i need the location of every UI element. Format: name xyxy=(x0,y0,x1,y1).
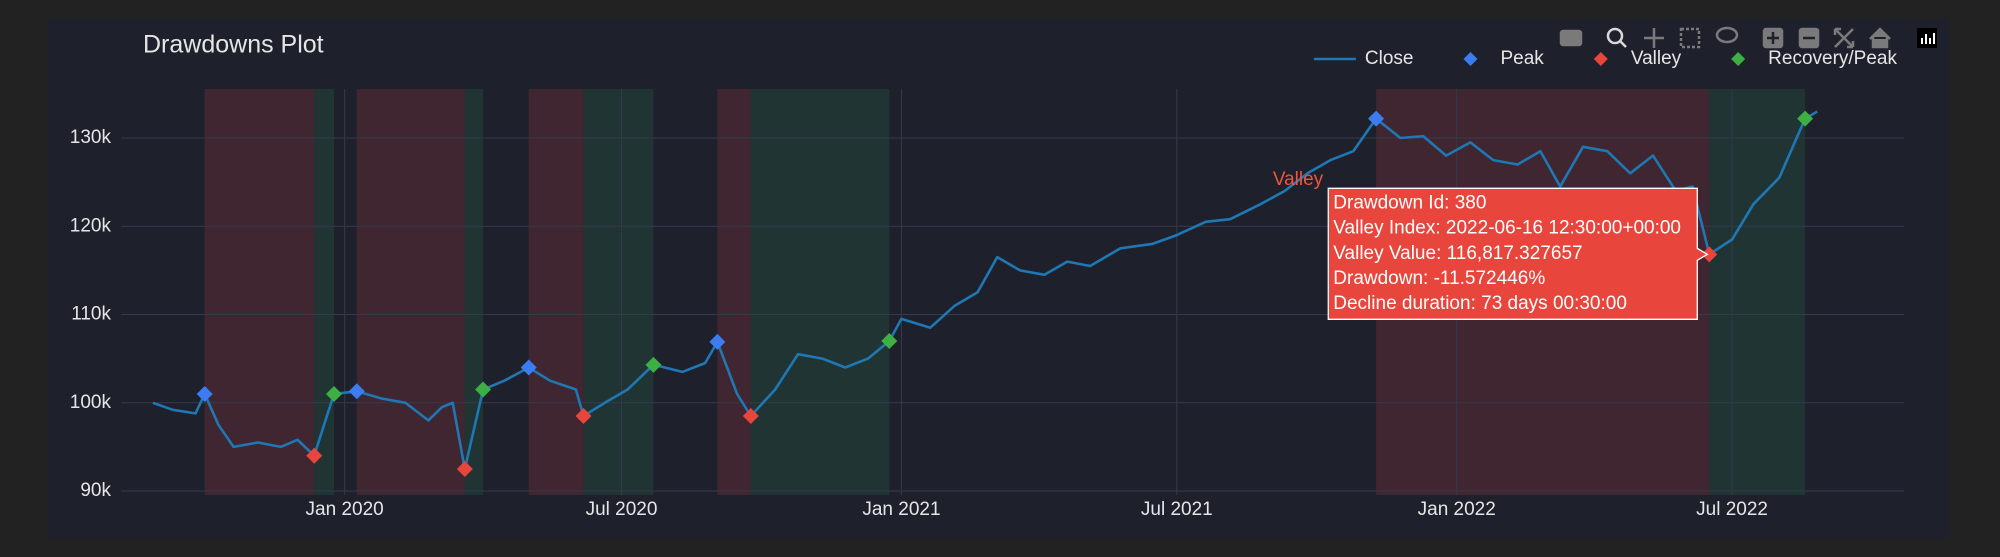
decline-region xyxy=(356,89,465,495)
y-tick-label: 100k xyxy=(70,392,112,413)
marker xyxy=(645,356,662,373)
y-tick-label: 90k xyxy=(80,480,111,501)
box-select-button[interactable] xyxy=(1679,27,1701,49)
y-tick-label: 120k xyxy=(70,215,112,236)
autoscale-button[interactable] xyxy=(1833,27,1855,49)
x-tick-label: Jan 2021 xyxy=(862,499,940,520)
legend-symbol xyxy=(1731,52,1746,66)
pan-button[interactable] xyxy=(1644,28,1664,48)
marker xyxy=(575,408,592,425)
x-tick-label: Jul 2022 xyxy=(1696,499,1768,520)
modebar xyxy=(1559,26,1937,49)
marker xyxy=(475,381,492,398)
marker xyxy=(742,408,759,425)
marker xyxy=(325,385,342,402)
marker xyxy=(456,460,473,477)
decline-region xyxy=(717,89,751,495)
legend-label: Close xyxy=(1365,48,1414,69)
reset-button[interactable] xyxy=(1869,27,1891,49)
x-tick-label: Jan 2022 xyxy=(1418,499,1496,520)
x-tick-label: Jan 2020 xyxy=(306,499,384,520)
y-tick-label: 130k xyxy=(70,127,112,148)
marker xyxy=(1797,110,1814,127)
y-tick-label: 110k xyxy=(71,304,111,325)
zoom-button[interactable] xyxy=(1606,27,1624,45)
camera-button[interactable] xyxy=(1559,29,1583,47)
decline-region xyxy=(528,89,584,495)
marker xyxy=(709,333,726,350)
recovery-region xyxy=(314,89,334,495)
legend-symbol xyxy=(1593,52,1608,66)
legend-symbol xyxy=(1463,52,1478,66)
annotation: Valley xyxy=(1273,169,1324,190)
marker xyxy=(196,385,213,402)
recovery-region xyxy=(464,89,484,495)
close-line xyxy=(152,110,1818,471)
marker xyxy=(306,447,323,464)
plot-area: 90k 100k 110k 120k 130k Jan 2020 Jul 2020 Jan 2… xyxy=(70,89,1904,520)
x-tick-label: Jul 2020 xyxy=(586,499,658,520)
recovery-region xyxy=(583,89,654,495)
marker xyxy=(881,332,898,349)
tooltip-box xyxy=(1327,187,1709,320)
legend-label: Valley xyxy=(1631,48,1682,69)
x-tick-label: Jul 2021 xyxy=(1141,499,1213,520)
legend-label: Peak xyxy=(1501,48,1545,69)
recovery-region xyxy=(750,89,890,495)
plotly-logo-glyph xyxy=(1921,33,1935,44)
zoom-handle xyxy=(1619,40,1627,48)
tooltip-line: Decline duration: 73 days 00:30:00 xyxy=(1333,293,1627,314)
tooltip-line: Drawdown Id: 380 xyxy=(1333,192,1486,213)
marker xyxy=(1701,246,1718,263)
zoom-in-glyph xyxy=(1767,32,1779,44)
chart-title: Drawdowns Plot xyxy=(143,31,324,59)
tooltip-line: Valley Index: 2022-06-16 12:30:00+00:00 xyxy=(1333,218,1681,239)
marker xyxy=(1368,110,1385,127)
marker xyxy=(520,359,537,376)
tooltip-line: Valley Value: 116,817.327657 xyxy=(1333,243,1582,264)
lasso-button[interactable] xyxy=(1715,26,1739,44)
marker xyxy=(348,383,365,400)
legend-label: Recovery/Peak xyxy=(1768,48,1897,69)
decline-region xyxy=(204,89,315,495)
legend: Close Peak Valley Recovery/Peak xyxy=(1313,48,1897,69)
tooltip-line: Drawdown: -11.572446% xyxy=(1333,268,1545,289)
